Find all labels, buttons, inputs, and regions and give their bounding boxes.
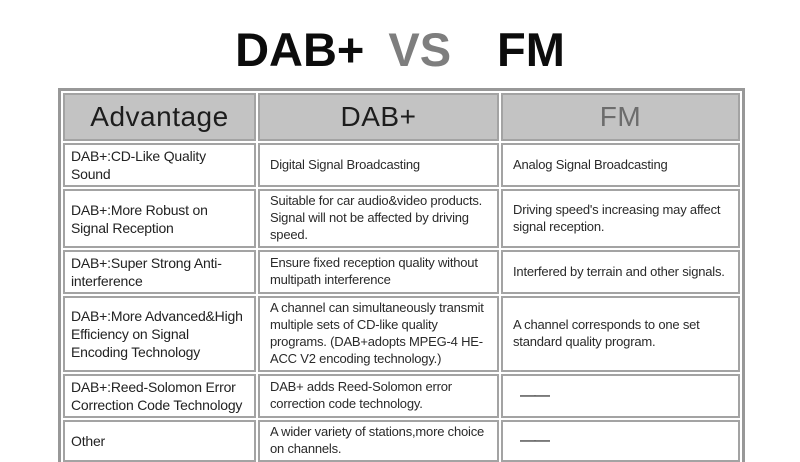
title-dab: DAB+ — [235, 23, 365, 76]
table-row: DAB+:CD-Like Quality Sound Digital Signa… — [63, 143, 740, 188]
header-dab: DAB+ — [258, 93, 499, 141]
cell-advantage: DAB+:Super Strong Anti-interference — [63, 250, 256, 295]
header-fm: FM — [501, 93, 740, 141]
cell-fm: A channel corresponds to one set standar… — [501, 296, 740, 372]
cell-fm-dash: —— — [501, 373, 740, 419]
cell-dab: Ensure fixed reception quality without m… — [258, 250, 499, 295]
comparison-table: Advantage DAB+ FM DAB+:CD-Like Quality S… — [58, 88, 745, 462]
table-row: DAB+:More Robust on Signal Reception Sui… — [63, 189, 740, 249]
header-advantage: Advantage — [63, 93, 256, 141]
page-title: DAB+ VS FM — [0, 24, 800, 76]
table-row: DAB+:Super Strong Anti-interference Ensu… — [63, 250, 740, 295]
cell-dab: A channel can simultaneously transmit mu… — [258, 296, 499, 372]
cell-dab: A wider variety of stations,more choice … — [258, 420, 499, 462]
cell-fm: Driving speed's increasing may affect si… — [501, 189, 740, 249]
title-vs: VS — [388, 23, 452, 76]
cell-fm: Analog Signal Broadcasting — [501, 143, 740, 188]
table-row: Other A wider variety of stations,more c… — [63, 420, 740, 462]
table-row: DAB+:More Advanced&High Efficiency on Si… — [63, 296, 740, 372]
cell-advantage: DAB+:More Advanced&High Efficiency on Si… — [63, 296, 256, 372]
cell-dab: Suitable for car audio&video products. S… — [258, 189, 499, 249]
cell-advantage: DAB+:CD-Like Quality Sound — [63, 143, 256, 188]
title-fm: FM — [497, 23, 565, 76]
cell-fm: Interfered by terrain and other signals. — [501, 250, 740, 295]
table-row: DAB+:Reed-Solomon Error Correction Code … — [63, 373, 740, 419]
cell-dab: DAB+ adds Reed-Solomon error correction … — [258, 373, 499, 419]
cell-advantage: DAB+:Reed-Solomon Error Correction Code … — [63, 373, 256, 419]
cell-dab: Digital Signal Broadcasting — [258, 143, 499, 188]
cell-fm-dash: —— — [501, 420, 740, 462]
cell-advantage: DAB+:More Robust on Signal Reception — [63, 189, 256, 249]
cell-advantage: Other — [63, 420, 256, 462]
header-row: Advantage DAB+ FM — [63, 93, 740, 141]
